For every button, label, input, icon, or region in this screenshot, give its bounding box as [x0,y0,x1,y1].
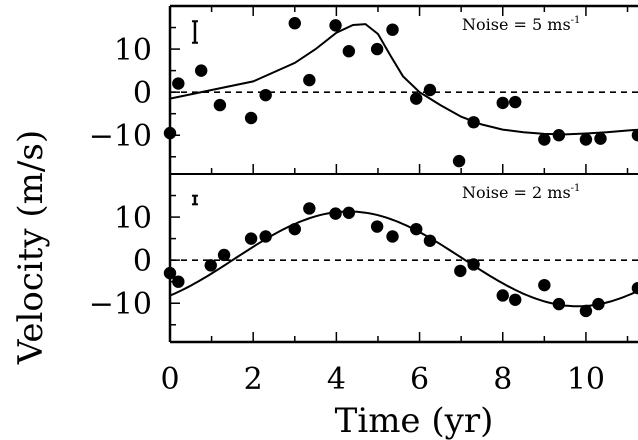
x-tick-label: 0 [160,362,179,397]
y-tick-label: −10 [89,119,152,154]
data-point [509,95,522,109]
data-point [303,202,316,215]
data-point [204,259,217,272]
data-point [370,220,384,233]
x-tick-label: 8 [493,362,512,397]
y-axis-tick-labels: 10 0 −10 10 0 −10 [89,33,152,322]
data-point [423,234,437,247]
data-point [552,129,566,142]
y-tick-label: −10 [89,287,152,322]
data-point [410,222,423,236]
data-point [592,297,605,311]
x-tick-label: 10 [567,362,605,397]
bottom-panel: Noise = 2 ms-1 [163,183,638,342]
model-curve [169,210,638,308]
data-point [538,278,551,292]
data-point [172,275,185,288]
data-point [538,133,551,146]
data-point [244,111,258,125]
data-point [410,92,423,105]
data-point [329,19,342,32]
data-point [329,207,342,220]
data-point [496,289,509,302]
data-point [496,96,509,110]
top-panel: Noise = 5 ms-1 [163,6,638,174]
data-point [552,297,566,311]
data-point [386,230,399,243]
data-point [342,206,356,219]
data-point [509,293,522,306]
data-point [579,304,593,318]
x-axis-tick-labels: 0 2 4 6 8 10 [160,362,605,397]
data-point [579,133,593,146]
noise-label-exponent: -1 [571,15,581,26]
noise-label-exponent: -1 [571,183,581,194]
data-point [172,77,185,90]
data-point [288,17,301,30]
data-point [259,230,272,243]
x-tick-label: 2 [244,362,263,397]
data-point [454,264,467,278]
y-axis-title: Velocity (m/s) [11,130,51,365]
data-point [631,281,638,295]
data-point [217,248,231,262]
y-tick-label: 10 [114,33,152,68]
data-point [594,132,607,145]
data-point [259,88,272,102]
data-point [163,266,177,280]
data-point [213,98,227,112]
x-axis-title: Time (yr) [335,401,494,440]
data-point [467,258,480,271]
y-tick-label: 0 [133,244,152,279]
data-point [303,73,316,87]
data-point [342,45,356,58]
plot-frame [168,4,638,344]
data-point [467,116,480,129]
noise-label: Noise = 5 ms-1 [462,15,580,34]
data-point [244,232,258,245]
data-point [370,42,384,56]
data-point [163,126,177,140]
data-point [386,23,399,36]
y-tick-label: 10 [114,201,152,236]
noise-label: Noise = 2 ms-1 [462,183,580,202]
data-point [631,129,638,142]
data-point [452,154,466,168]
x-tick-label: 4 [327,362,346,397]
data-point [288,222,301,236]
model-curve [169,23,638,136]
data-point [194,64,208,77]
x-tick-label: 6 [410,362,429,397]
data-point [423,83,437,97]
y-tick-label: 0 [133,76,152,111]
